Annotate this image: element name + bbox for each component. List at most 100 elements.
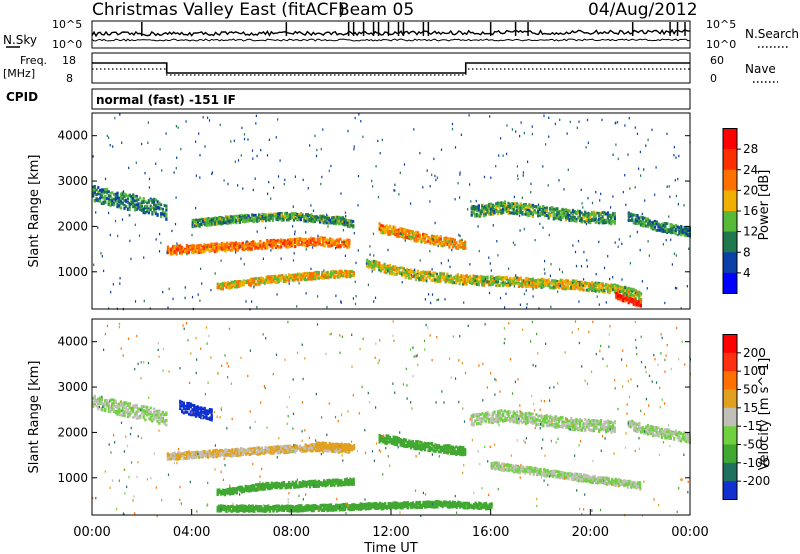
scatter-cell [268,243,270,247]
heatmap-cell [578,214,582,217]
heatmap-cell [435,278,439,282]
heatmap-cell [280,242,283,246]
heatmap-cell [587,288,590,292]
heatmap-cell [261,215,264,218]
heatmap-cell [489,209,493,213]
heatmap-cell [330,238,333,242]
heatmap-cell [446,279,449,283]
heatmap-cell [389,225,392,229]
heatmap-cell [484,279,487,283]
scatter-cell [576,126,578,129]
heatmap-cell [516,203,519,207]
scatter-cell [612,276,614,279]
heatmap-cell [617,285,620,289]
heatmap-cell [582,284,585,288]
heatmap-cell [535,279,538,283]
heatmap-cell [446,272,449,276]
heatmap-cell [500,281,503,285]
scatter-cell [531,125,533,128]
heatmap-cell [350,222,353,226]
heatmap-cell [296,275,299,279]
heatmap-cell [585,281,588,285]
freq-panel: Freq. [MHz] 18 8 60 0 Nave [3,52,778,85]
heatmap-cell [552,285,555,289]
scatter-cell [184,286,186,289]
heatmap-cell [255,282,258,286]
heatmap-cell [227,247,230,251]
scatter-cell [357,249,359,252]
heatmap-cell [270,216,273,220]
heatmap-cell [373,265,376,268]
heatmap-cell [307,275,310,279]
heatmap-cell [601,289,604,293]
heatmap-cell [128,205,131,209]
heatmap-cell [257,246,260,250]
scatter-cell [627,153,629,156]
heatmap-cell [610,283,613,287]
heatmap-cell [408,232,411,236]
scatter-cell [457,182,459,185]
heatmap-cell [132,205,135,209]
heatmap-cell [387,265,390,268]
heatmap-cell [449,274,452,278]
heatmap-cell [116,199,119,203]
heatmap-cell [214,222,217,226]
heatmap-cell [523,204,526,208]
heatmap-cell [271,240,274,244]
heatmap-cell [201,245,204,249]
heatmap-cell [482,206,486,209]
scatter-cell [639,248,641,252]
heatmap-cell [100,190,103,194]
heatmap-cell [619,286,622,290]
heatmap-cell [526,276,529,280]
heatmap-cell [450,239,453,243]
scatter-cell [478,249,480,253]
heatmap-cell [95,188,98,192]
heatmap-cell [502,202,505,206]
heatmap-cell [121,202,124,206]
heatmap-cell [161,207,164,211]
heatmap-cell [346,242,349,246]
nsky-label: N.Sky [3,33,37,47]
heatmap-cell [210,242,213,246]
heatmap-cell [557,280,561,284]
heatmap-cell [491,206,494,209]
scatter-cell [580,265,583,268]
heatmap-cell [432,235,435,238]
scatter-cell [316,148,318,152]
heatmap-cell [467,275,470,279]
heatmap-cell [524,204,527,208]
heatmap-cell [133,205,137,209]
heatmap-cell [617,288,620,291]
heatmap-cell [149,208,152,212]
heatmap-cell [521,211,524,215]
heatmap-cell [332,219,336,222]
heatmap-cell [236,245,239,249]
heatmap-cell [245,215,248,219]
heatmap-cell [147,200,150,204]
heatmap-cell [203,250,206,254]
heatmap-cell [347,274,350,278]
scatter-cell [335,294,337,297]
heatmap-cell [580,285,583,289]
heatmap-cell [395,267,398,271]
heatmap-cell [482,207,486,211]
heatmap-cell [322,215,325,219]
heatmap-cell [319,218,322,221]
heatmap-cell [617,291,620,294]
heatmap-cell [221,220,224,224]
heatmap-cell [287,242,290,245]
heatmap-cell [153,201,156,204]
heatmap-cell [93,199,96,203]
heatmap-cell [251,218,254,222]
heatmap-cell [331,219,334,223]
scatter-cell [598,240,600,244]
heatmap-cell [244,220,247,224]
heatmap-cell [346,221,350,225]
heatmap-cell [491,275,494,279]
heatmap-cell [531,203,534,207]
heatmap-cell [547,284,550,288]
heatmap-cell [237,281,240,285]
heatmap-cell [390,228,393,232]
